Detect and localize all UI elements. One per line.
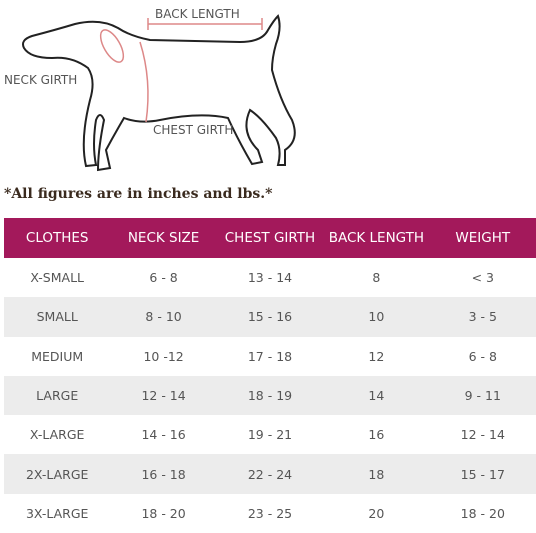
table-cell: 18 xyxy=(323,454,430,494)
note: *All figures are in inches and lbs.* xyxy=(4,186,273,202)
chest-girth-label: CHEST GIRTH xyxy=(153,123,233,137)
table-cell: X-SMALL xyxy=(30,270,85,286)
table-cell: 17 - 18 xyxy=(247,348,293,364)
table-cell: SMALL xyxy=(4,297,111,337)
table-row: 3X-LARGE 18 - 20 23 - 25 20 18 - 20 xyxy=(4,494,536,533)
table-cell: 8 xyxy=(372,270,381,286)
table-cell: LARGE xyxy=(4,375,111,416)
table-cell: < 3 xyxy=(471,270,494,286)
table-cell: 18 - 20 xyxy=(141,505,186,521)
table-cell: 22 - 24 xyxy=(216,454,324,494)
header-row: CLOTHES NECK SIZE CHEST GIRTH BACK LENGTH WE… xyxy=(4,218,536,258)
table-cell: 10 -12 xyxy=(143,348,184,364)
table-cell: 18 - 20 xyxy=(460,505,505,521)
table-cell: 12 - 14 xyxy=(110,375,217,416)
table-cell: 2X-LARGE xyxy=(4,454,111,494)
table-cell: 16 xyxy=(368,427,385,443)
table-cell: 16 - 18 xyxy=(110,454,217,494)
table-cell: 12 xyxy=(368,348,385,364)
table-cell: 6 - 8 xyxy=(468,348,497,364)
dog-diagram: BACK LENGTH NECK GIRTH CHEST GIRTH xyxy=(4,7,296,172)
table-cell: 9 - 11 xyxy=(429,375,536,416)
table-cell: 12 - 14 xyxy=(460,427,505,443)
table-cell: 15 - 16 xyxy=(216,297,324,337)
neck-girth-marker xyxy=(99,29,125,63)
table-cell: CLOTHES xyxy=(4,218,111,258)
table-cell: 19 - 21 xyxy=(247,427,293,443)
table-cell: 14 xyxy=(323,375,430,416)
table-row: SMALL 8 - 10 15 - 16 10 3 - 5 xyxy=(4,297,536,337)
dog-outline xyxy=(22,14,296,172)
back-length-label: BACK LENGTH xyxy=(155,7,240,21)
table-cell: 3 - 5 xyxy=(429,297,536,337)
table-cell: CHEST GIRTH xyxy=(216,218,324,258)
table-cell: 8 - 10 xyxy=(110,297,217,337)
table-row: 2X-LARGE 16 - 18 22 - 24 18 15 - 17 xyxy=(4,454,536,494)
size-table: CLOTHES NECK SIZE CHEST GIRTH BACK LENGTH WE… xyxy=(4,218,536,533)
table-row: X-SMALL 6 - 8 13 - 14 8 < 3 xyxy=(4,258,536,297)
table-row: LARGE 12 - 14 18 - 19 14 9 - 11 xyxy=(4,375,536,416)
table-cell: 23 - 25 xyxy=(247,505,293,521)
table-cell: MEDIUM xyxy=(31,348,84,364)
table-row: X-LARGE 14 - 16 19 - 21 16 12 - 14 xyxy=(4,415,536,454)
table-cell: 13 - 14 xyxy=(247,270,293,286)
table-cell: 3X-LARGE xyxy=(25,505,89,521)
table-cell: BACK LENGTH xyxy=(323,218,430,258)
table-cell: 10 xyxy=(323,297,430,337)
table-cell: 18 - 19 xyxy=(216,375,324,416)
table-row: MEDIUM 10 -12 17 - 18 12 6 - 8 xyxy=(4,337,536,376)
table-cell: WEIGHT xyxy=(429,218,536,258)
table-cell: 14 - 16 xyxy=(141,427,186,443)
table-cell: 20 xyxy=(368,505,385,521)
neck-girth-label: NECK GIRTH xyxy=(4,73,77,87)
table-cell: X-LARGE xyxy=(29,427,85,443)
table-cell: NECK SIZE xyxy=(110,218,217,258)
chest-girth-marker xyxy=(139,41,149,123)
table-cell: 6 - 8 xyxy=(149,270,178,286)
table-cell: 15 - 17 xyxy=(429,454,536,494)
